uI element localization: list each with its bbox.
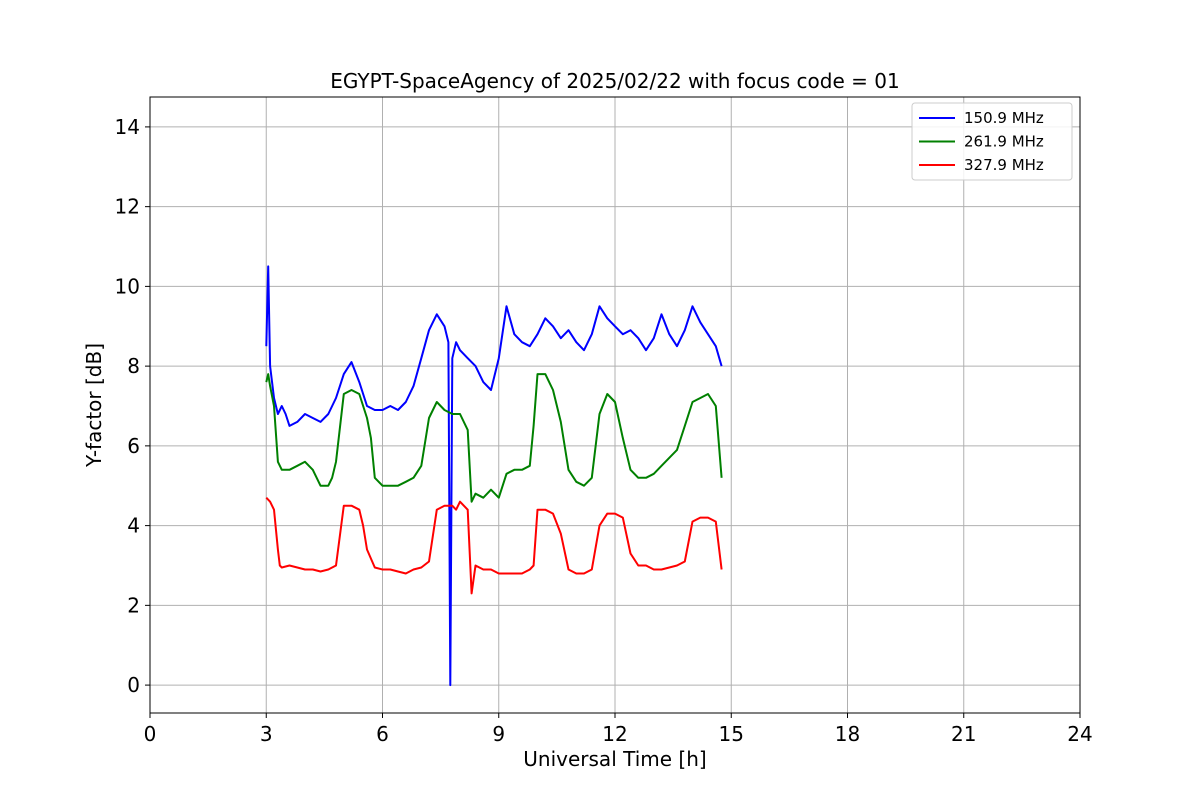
y-tick-label: 10 [115, 274, 140, 298]
y-tick-label: 6 [127, 434, 140, 458]
legend: 150.9 MHz 261.9 MHz 327.9 MHz [911, 102, 1073, 181]
y-axis-label: Y-factor [dB] [82, 343, 106, 468]
legend-label: 327.9 MHz [964, 156, 1044, 174]
grid [149, 97, 1081, 713]
y-tick-label: 8 [127, 354, 140, 378]
x-tick-label: 24 [1067, 722, 1092, 746]
x-tick-label: 21 [951, 722, 976, 746]
legend-label: 261.9 MHz [964, 133, 1044, 151]
series-line-1 [265, 265, 723, 687]
x-axis-label: Universal Time [h] [523, 747, 706, 771]
series-lines [265, 265, 723, 687]
series-line-3 [265, 497, 723, 595]
legend-box [911, 102, 1073, 181]
y-tick-label: 14 [115, 115, 140, 139]
y-tick-label: 2 [127, 593, 140, 617]
x-tick-label: 12 [602, 722, 627, 746]
y-tick-label: 4 [127, 514, 140, 538]
y-tick-label: 0 [127, 673, 140, 697]
y-tick-label: 12 [115, 195, 140, 219]
x-tick-label: 9 [492, 722, 505, 746]
chart-title: EGYPT-SpaceAgency of 2025/02/22 with foc… [330, 69, 899, 93]
series-line-2 [265, 373, 723, 503]
legend-label: 150.9 MHz [964, 109, 1044, 127]
x-tick-label: 18 [835, 722, 860, 746]
x-tick-label: 0 [144, 722, 157, 746]
x-tick-label: 6 [376, 722, 389, 746]
x-tick-label: 3 [260, 722, 273, 746]
x-tick-label: 15 [719, 722, 744, 746]
